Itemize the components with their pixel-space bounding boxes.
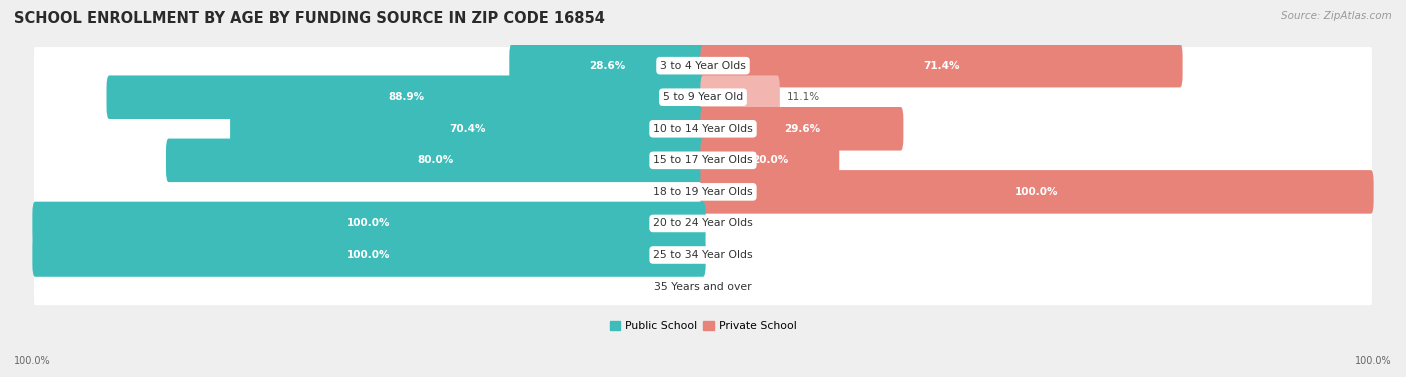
Legend: Public School, Private School: Public School, Private School xyxy=(606,317,800,336)
Text: 15 to 17 Year Olds: 15 to 17 Year Olds xyxy=(654,155,752,166)
FancyBboxPatch shape xyxy=(32,202,706,245)
Text: 25 to 34 Year Olds: 25 to 34 Year Olds xyxy=(654,250,752,260)
Text: 0.0%: 0.0% xyxy=(713,218,740,228)
Text: 28.6%: 28.6% xyxy=(589,61,626,70)
FancyBboxPatch shape xyxy=(34,79,1372,116)
Text: 88.9%: 88.9% xyxy=(388,92,425,102)
FancyBboxPatch shape xyxy=(700,75,780,119)
Text: 100.0%: 100.0% xyxy=(1355,356,1392,366)
Text: 0.0%: 0.0% xyxy=(713,250,740,260)
FancyBboxPatch shape xyxy=(509,44,706,87)
FancyBboxPatch shape xyxy=(34,110,1372,147)
FancyBboxPatch shape xyxy=(107,75,706,119)
Text: 29.6%: 29.6% xyxy=(783,124,820,134)
FancyBboxPatch shape xyxy=(700,139,839,182)
Text: 10 to 14 Year Olds: 10 to 14 Year Olds xyxy=(654,124,752,134)
FancyBboxPatch shape xyxy=(231,107,706,150)
Text: 100.0%: 100.0% xyxy=(347,218,391,228)
FancyBboxPatch shape xyxy=(34,173,1372,210)
FancyBboxPatch shape xyxy=(700,107,904,150)
FancyBboxPatch shape xyxy=(700,170,1374,214)
FancyBboxPatch shape xyxy=(34,268,1372,305)
Text: 18 to 19 Year Olds: 18 to 19 Year Olds xyxy=(654,187,752,197)
Text: 100.0%: 100.0% xyxy=(1015,187,1059,197)
FancyBboxPatch shape xyxy=(34,142,1372,179)
Text: 80.0%: 80.0% xyxy=(418,155,454,166)
Text: 71.4%: 71.4% xyxy=(924,61,960,70)
Text: 70.4%: 70.4% xyxy=(450,124,486,134)
Text: Source: ZipAtlas.com: Source: ZipAtlas.com xyxy=(1281,11,1392,21)
FancyBboxPatch shape xyxy=(34,47,1372,84)
Text: 0.0%: 0.0% xyxy=(666,282,693,291)
Text: 20 to 24 Year Olds: 20 to 24 Year Olds xyxy=(654,218,752,228)
Text: 100.0%: 100.0% xyxy=(14,356,51,366)
Text: 100.0%: 100.0% xyxy=(347,250,391,260)
FancyBboxPatch shape xyxy=(34,236,1372,274)
Text: 35 Years and over: 35 Years and over xyxy=(654,282,752,291)
Text: 3 to 4 Year Olds: 3 to 4 Year Olds xyxy=(659,61,747,70)
Text: SCHOOL ENROLLMENT BY AGE BY FUNDING SOURCE IN ZIP CODE 16854: SCHOOL ENROLLMENT BY AGE BY FUNDING SOUR… xyxy=(14,11,605,26)
FancyBboxPatch shape xyxy=(32,233,706,277)
Text: 0.0%: 0.0% xyxy=(713,282,740,291)
FancyBboxPatch shape xyxy=(34,205,1372,242)
Text: 5 to 9 Year Old: 5 to 9 Year Old xyxy=(662,92,744,102)
FancyBboxPatch shape xyxy=(700,44,1182,87)
Text: 0.0%: 0.0% xyxy=(666,187,693,197)
FancyBboxPatch shape xyxy=(166,139,706,182)
Text: 20.0%: 20.0% xyxy=(752,155,787,166)
Text: 11.1%: 11.1% xyxy=(787,92,820,102)
